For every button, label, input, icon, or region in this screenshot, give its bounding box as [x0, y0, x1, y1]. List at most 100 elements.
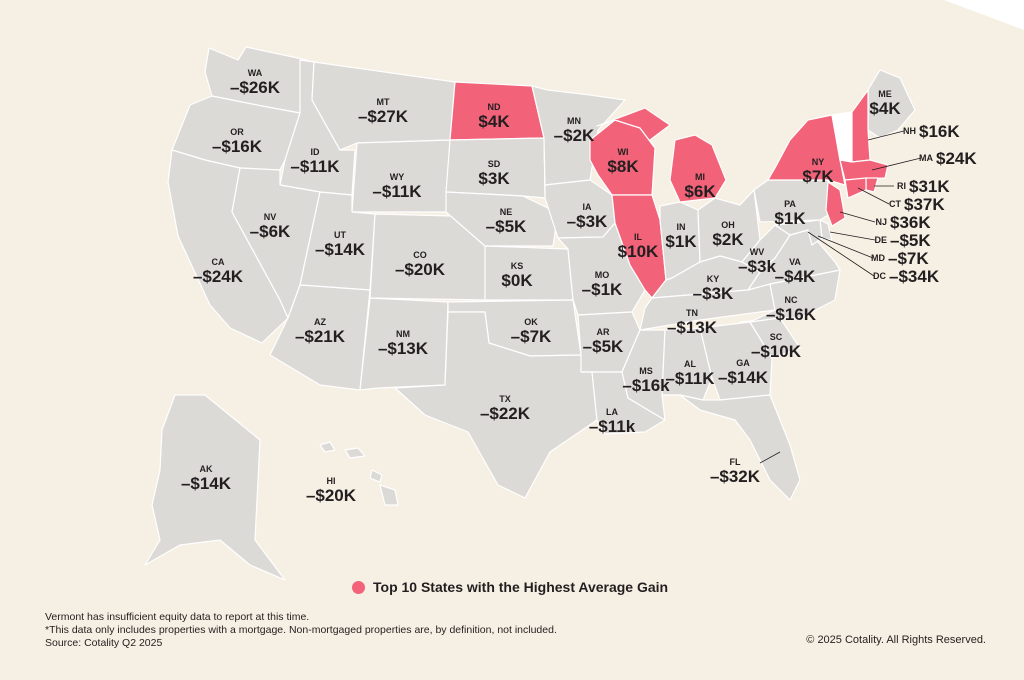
state-ms-value: –$16k	[622, 376, 670, 395]
state-in-abbr: IN	[677, 222, 686, 232]
legend: Top 10 States with the Highest Average G…	[352, 579, 668, 595]
state-nm-value: –$13K	[378, 339, 429, 358]
state-ia-abbr: IA	[583, 202, 593, 212]
state-or-abbr: OR	[230, 127, 244, 137]
corner-decoration	[944, 0, 1024, 30]
state-az-value: –$21K	[295, 327, 346, 346]
state-ut-value: –$14K	[315, 240, 366, 259]
state-az-abbr: AZ	[314, 317, 326, 327]
state-ri-abbr: RI	[897, 181, 906, 191]
state-fl-shape	[679, 394, 801, 501]
state-ma-value: $24K	[936, 149, 977, 168]
state-ak-value: –$14K	[181, 474, 232, 493]
state-dc-value: –$34K	[889, 267, 940, 286]
state-or-value: –$16K	[212, 137, 263, 156]
state-tx-value: –$22K	[480, 404, 531, 423]
state-id-abbr: ID	[311, 147, 321, 157]
state-la-value: –$11k	[589, 417, 636, 436]
state-ca-value: –$24K	[193, 267, 244, 286]
state-mn-shape	[531, 85, 626, 186]
state-wi-abbr: WI	[618, 147, 629, 157]
state-ok-value: –$7K	[511, 327, 552, 346]
state-ia-value: –$3K	[567, 212, 608, 231]
state-ar-value: –$5K	[583, 337, 624, 356]
state-dc-leader-line	[807, 231, 875, 277]
state-nc-abbr: NC	[785, 295, 798, 305]
state-fl-leader-line	[759, 451, 781, 464]
state-ks-abbr: KS	[511, 261, 524, 271]
state-mo-abbr: MO	[595, 270, 610, 280]
state-ar-abbr: AR	[597, 327, 610, 337]
state-la-abbr: LA	[606, 407, 618, 417]
state-il-value: $10K	[618, 242, 659, 261]
state-ct-abbr: CT	[889, 199, 901, 209]
state-me-value: $4K	[869, 99, 901, 118]
state-mi-shape	[596, 107, 727, 203]
state-ri-shape	[865, 177, 879, 193]
state-mi-abbr: MI	[695, 172, 705, 182]
state-wv-value: –$3k	[738, 257, 776, 276]
state-ga-abbr: GA	[736, 358, 750, 368]
state-me-shape	[867, 69, 916, 139]
state-wi-value: $8K	[607, 157, 639, 176]
state-ak-shape	[144, 394, 286, 581]
state-nj-leader-line	[839, 211, 876, 223]
state-ma-abbr: MA	[919, 153, 933, 163]
state-ri-value: $31K	[909, 177, 950, 196]
state-wa-abbr: WA	[248, 68, 263, 78]
legend-label: Top 10 States with the Highest Average G…	[373, 579, 669, 595]
state-pa-value: $1K	[774, 209, 806, 228]
state-al-abbr: AL	[684, 359, 696, 369]
legend-swatch	[352, 580, 365, 594]
state-in-value: $1K	[665, 232, 697, 251]
state-wa-value: –$26K	[230, 78, 281, 97]
state-ak-abbr: AK	[200, 464, 213, 474]
state-nh-shape	[851, 89, 871, 163]
state-tn-value: –$13K	[667, 318, 718, 337]
state-ca-shape	[167, 149, 289, 344]
state-hi-value: –$20K	[306, 486, 357, 505]
note-vermont: Vermont has insufficient equity data to …	[45, 611, 310, 623]
state-ky-abbr: KY	[707, 274, 720, 284]
state-co-abbr: CO	[413, 250, 427, 260]
state-sc-abbr: SC	[770, 332, 783, 342]
state-ct-value: $37K	[904, 195, 945, 214]
state-tn-abbr: TN	[686, 308, 698, 318]
state-ks-value: $0K	[501, 271, 533, 290]
state-mn-abbr: MN	[567, 116, 581, 126]
state-mo-value: –$1K	[582, 280, 623, 299]
state-sc-value: –$10K	[751, 342, 802, 361]
state-nc-value: –$16K	[766, 305, 817, 324]
state-wv-abbr: WV	[750, 247, 765, 257]
state-md-shape	[774, 219, 823, 246]
state-sd-abbr: SD	[488, 159, 501, 169]
state-sd-shape	[445, 137, 546, 199]
state-md-abbr: MD	[871, 253, 885, 263]
state-hi-shape	[319, 441, 399, 506]
state-fl-abbr: FL	[730, 457, 741, 467]
state-mn-value: –$2K	[554, 126, 595, 145]
state-nm-abbr: NM	[396, 329, 410, 339]
state-nv-value: –$6K	[250, 222, 291, 241]
state-al-value: –$11K	[665, 369, 715, 388]
state-ne-value: –$5K	[486, 217, 527, 236]
state-md-leader-line	[817, 235, 874, 259]
state-mt-value: –$27K	[358, 107, 409, 126]
state-oh-value: $2K	[712, 230, 744, 249]
state-ga-value: –$14K	[718, 368, 769, 387]
state-il-abbr: IL	[634, 232, 643, 242]
state-ct-shape	[844, 177, 867, 199]
state-de-value: –$5K	[890, 231, 931, 250]
note-mortgage: *This data only includes properties with…	[45, 624, 557, 636]
state-oh-abbr: OH	[721, 220, 735, 230]
state-pa-abbr: PA	[784, 199, 796, 209]
state-ms-abbr: MS	[639, 366, 653, 376]
state-me-abbr: ME	[878, 89, 892, 99]
state-nv-abbr: NV	[264, 212, 277, 222]
state-hi-abbr: HI	[327, 476, 336, 486]
state-ut-abbr: UT	[334, 230, 346, 240]
state-ny-abbr: NY	[812, 157, 825, 167]
state-de-leader-line	[829, 231, 876, 241]
state-va-abbr: VA	[789, 257, 801, 267]
